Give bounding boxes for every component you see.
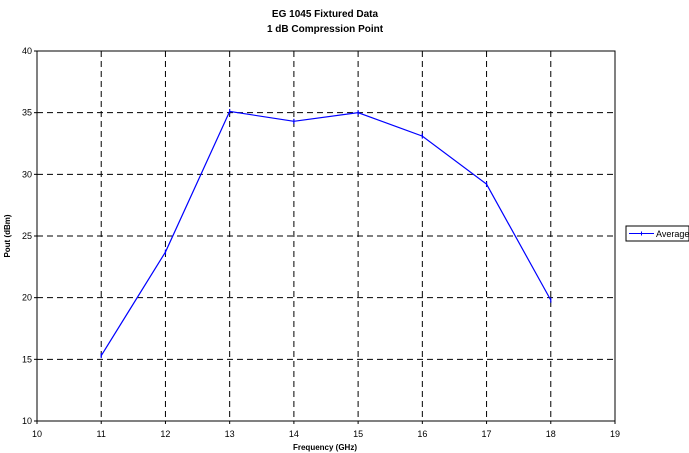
y-tick-label: 30 — [22, 169, 32, 179]
legend-box — [625, 225, 689, 242]
x-tick-label: 13 — [225, 429, 235, 439]
x-tick-label: 10 — [32, 429, 42, 439]
x-tick-label: 17 — [482, 429, 492, 439]
x-tick-label: 18 — [546, 429, 556, 439]
legend: Average — [625, 225, 689, 242]
series-line-average — [100, 110, 552, 356]
y-tick-label: 15 — [22, 354, 32, 364]
chart-title: EG 1045 Fixtured Data — [272, 9, 379, 20]
x-tick-label: 12 — [160, 429, 170, 439]
x-tick-label: 16 — [417, 429, 427, 439]
series-layer — [100, 108, 552, 359]
x-tick-label: 11 — [97, 429, 106, 439]
x-axis-label: Frequency (GHz) — [293, 443, 357, 452]
y-tick-label: 10 — [22, 416, 32, 426]
y-tick-label: 35 — [22, 108, 32, 118]
chart-subtitle: 1 dB Compression Point — [267, 24, 384, 35]
y-tick-label: 40 — [22, 46, 32, 56]
x-tick-label: 14 — [289, 429, 299, 439]
y-tick-label: 20 — [22, 293, 32, 303]
ticks: 10 11 12 13 14 15 16 17 18 19 10 15 20 25 30 35 40 — [22, 46, 620, 439]
x-tick-label: 15 — [353, 429, 363, 439]
legend-label-average: Average — [656, 229, 689, 239]
y-tick-label: 25 — [22, 231, 32, 241]
x-tick-label: 19 — [610, 429, 620, 439]
y-axis-label: Pout (dBm) — [3, 214, 12, 257]
